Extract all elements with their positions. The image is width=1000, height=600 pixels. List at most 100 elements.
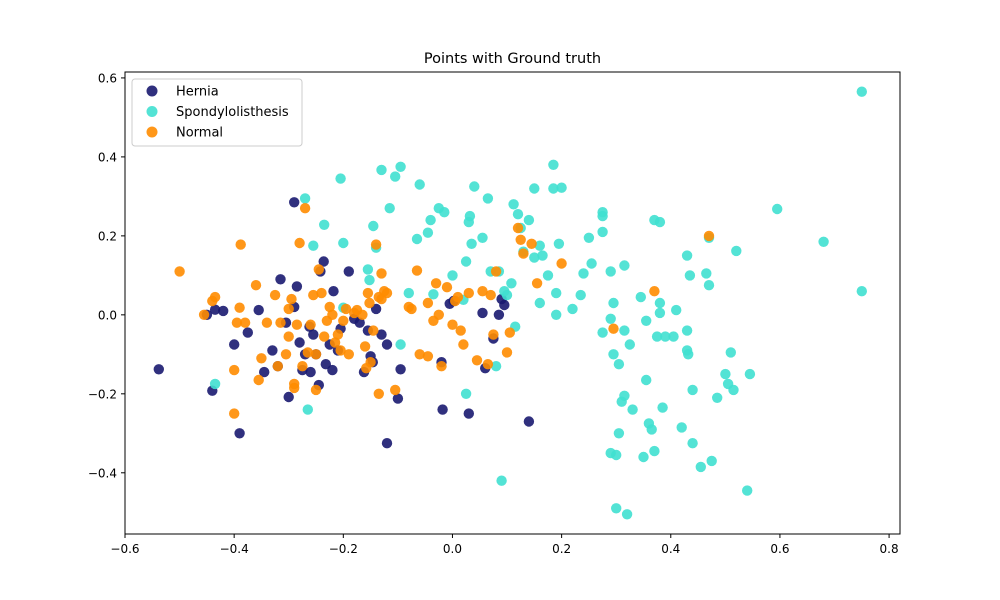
spondylolisthesis-point-88 <box>641 374 652 386</box>
spondylolisthesis-point-59 <box>556 182 567 193</box>
normal-point-17 <box>280 349 292 360</box>
spondylolisthesis-point-54 <box>548 159 559 170</box>
normal-point-94 <box>703 230 715 242</box>
spondylolisthesis-point-13 <box>384 203 395 214</box>
x-tick-label-5: 0.4 <box>661 542 680 556</box>
spondylolisthesis-point-64 <box>586 258 597 269</box>
spondylolisthesis-point-67 <box>597 210 608 222</box>
normal-point-80 <box>482 359 494 370</box>
normal-point-68 <box>430 278 442 289</box>
spondylolisthesis-point-70 <box>605 266 616 277</box>
hernia-point-18 <box>294 337 305 348</box>
hernia-point-36 <box>354 317 365 328</box>
y-tick-label-3: 0.2 <box>98 229 117 243</box>
hernia-point-51 <box>463 408 474 419</box>
normal-point-91 <box>556 258 567 269</box>
spondylolisthesis-point-41 <box>506 278 517 289</box>
spondylolisthesis-point-21 <box>425 214 436 226</box>
legend-label-spondylolisthesis: Spondylolisthesis <box>176 105 289 120</box>
legend-marker-hernia <box>146 85 158 97</box>
spondylolisthesis-point-74 <box>611 449 622 461</box>
spondylolisthesis-point-61 <box>575 289 586 301</box>
spondylolisthesis-point-105 <box>683 349 694 360</box>
hernia-point-0 <box>153 364 164 375</box>
normal-point-59 <box>381 287 393 299</box>
normal-point-12 <box>256 353 267 364</box>
x-tick-label-1: −0.4 <box>220 542 249 556</box>
x-tick-label-3: 0.0 <box>443 542 462 556</box>
spondylolisthesis-point-24 <box>439 207 450 218</box>
normal-point-43 <box>343 349 354 360</box>
normal-point-46 <box>357 309 368 320</box>
spondylolisthesis-point-0 <box>209 378 221 390</box>
spondylolisthesis-point-58 <box>553 238 565 249</box>
normal-point-81 <box>485 289 496 301</box>
normal-point-10 <box>250 280 262 291</box>
hernia-point-55 <box>493 309 505 320</box>
hernia-point-12 <box>275 274 286 285</box>
spondylolisthesis-point-48 <box>529 183 540 194</box>
spondylolisthesis-point-112 <box>703 280 715 291</box>
y-tick-label-2: 0.0 <box>98 308 117 322</box>
spondylolisthesis-point-119 <box>731 245 742 257</box>
hernia-point-17 <box>291 281 303 292</box>
spondylolisthesis-point-99 <box>668 331 679 342</box>
normal-point-37 <box>327 309 338 320</box>
spondylolisthesis-point-38 <box>496 475 507 486</box>
spondylolisthesis-point-110 <box>701 268 712 279</box>
hernia-point-45 <box>392 393 404 404</box>
normal-point-11 <box>253 374 264 386</box>
hernia-point-57 <box>499 299 510 311</box>
spondylolisthesis-point-84 <box>627 404 638 415</box>
spondylolisthesis-point-49 <box>529 252 540 263</box>
normal-point-51 <box>365 357 376 368</box>
spondylolisthesis-point-83 <box>624 339 635 350</box>
normal-point-65 <box>422 351 434 362</box>
y-tick-label-1: −0.2 <box>88 387 117 401</box>
spondylolisthesis-point-107 <box>687 438 698 449</box>
normal-point-79 <box>477 286 488 297</box>
spondylolisthesis-point-19 <box>414 179 425 190</box>
normal-point-88 <box>518 248 529 259</box>
normal-point-49 <box>362 287 374 299</box>
spondylolisthesis-point-73 <box>608 349 619 360</box>
spondylolisthesis-point-114 <box>712 392 723 403</box>
normal-point-24 <box>294 237 305 249</box>
spondylolisthesis-point-40 <box>501 289 513 301</box>
normal-point-5 <box>229 364 240 376</box>
spondylolisthesis-point-10 <box>368 220 379 232</box>
hernia-point-46 <box>395 364 406 375</box>
normal-point-15 <box>272 361 283 372</box>
normal-point-93 <box>649 286 660 297</box>
normal-point-63 <box>411 265 423 276</box>
normal-point-30 <box>310 349 322 360</box>
normal-point-1 <box>198 309 210 320</box>
spondylolisthesis-point-28 <box>460 256 472 267</box>
normal-point-32 <box>313 264 324 275</box>
spondylolisthesis-point-56 <box>551 309 562 320</box>
spondylolisthesis-point-95 <box>654 216 666 228</box>
hernia-point-8 <box>253 304 264 316</box>
normal-point-19 <box>283 331 294 342</box>
spondylolisthesis-point-92 <box>649 445 660 457</box>
normal-point-64 <box>414 349 425 360</box>
spondylolisthesis-point-30 <box>464 210 476 222</box>
spondylolisthesis-point-6 <box>338 237 349 249</box>
spondylolisthesis-point-32 <box>469 181 480 192</box>
normal-point-0 <box>174 266 185 277</box>
spondylolisthesis-point-52 <box>537 250 548 261</box>
spondylolisthesis-point-81 <box>619 325 630 336</box>
normal-point-75 <box>455 325 466 336</box>
normal-point-26 <box>299 203 311 214</box>
normal-point-89 <box>526 238 537 249</box>
spondylolisthesis-point-100 <box>671 304 682 316</box>
points-layer <box>153 86 867 520</box>
spondylolisthesis-point-69 <box>605 313 616 324</box>
hernia-point-48 <box>437 404 448 415</box>
normal-point-62 <box>406 303 417 315</box>
spondylolisthesis-point-108 <box>687 384 698 396</box>
normal-point-4 <box>229 408 240 419</box>
hernia-point-14 <box>283 391 294 403</box>
normal-point-33 <box>316 287 327 299</box>
